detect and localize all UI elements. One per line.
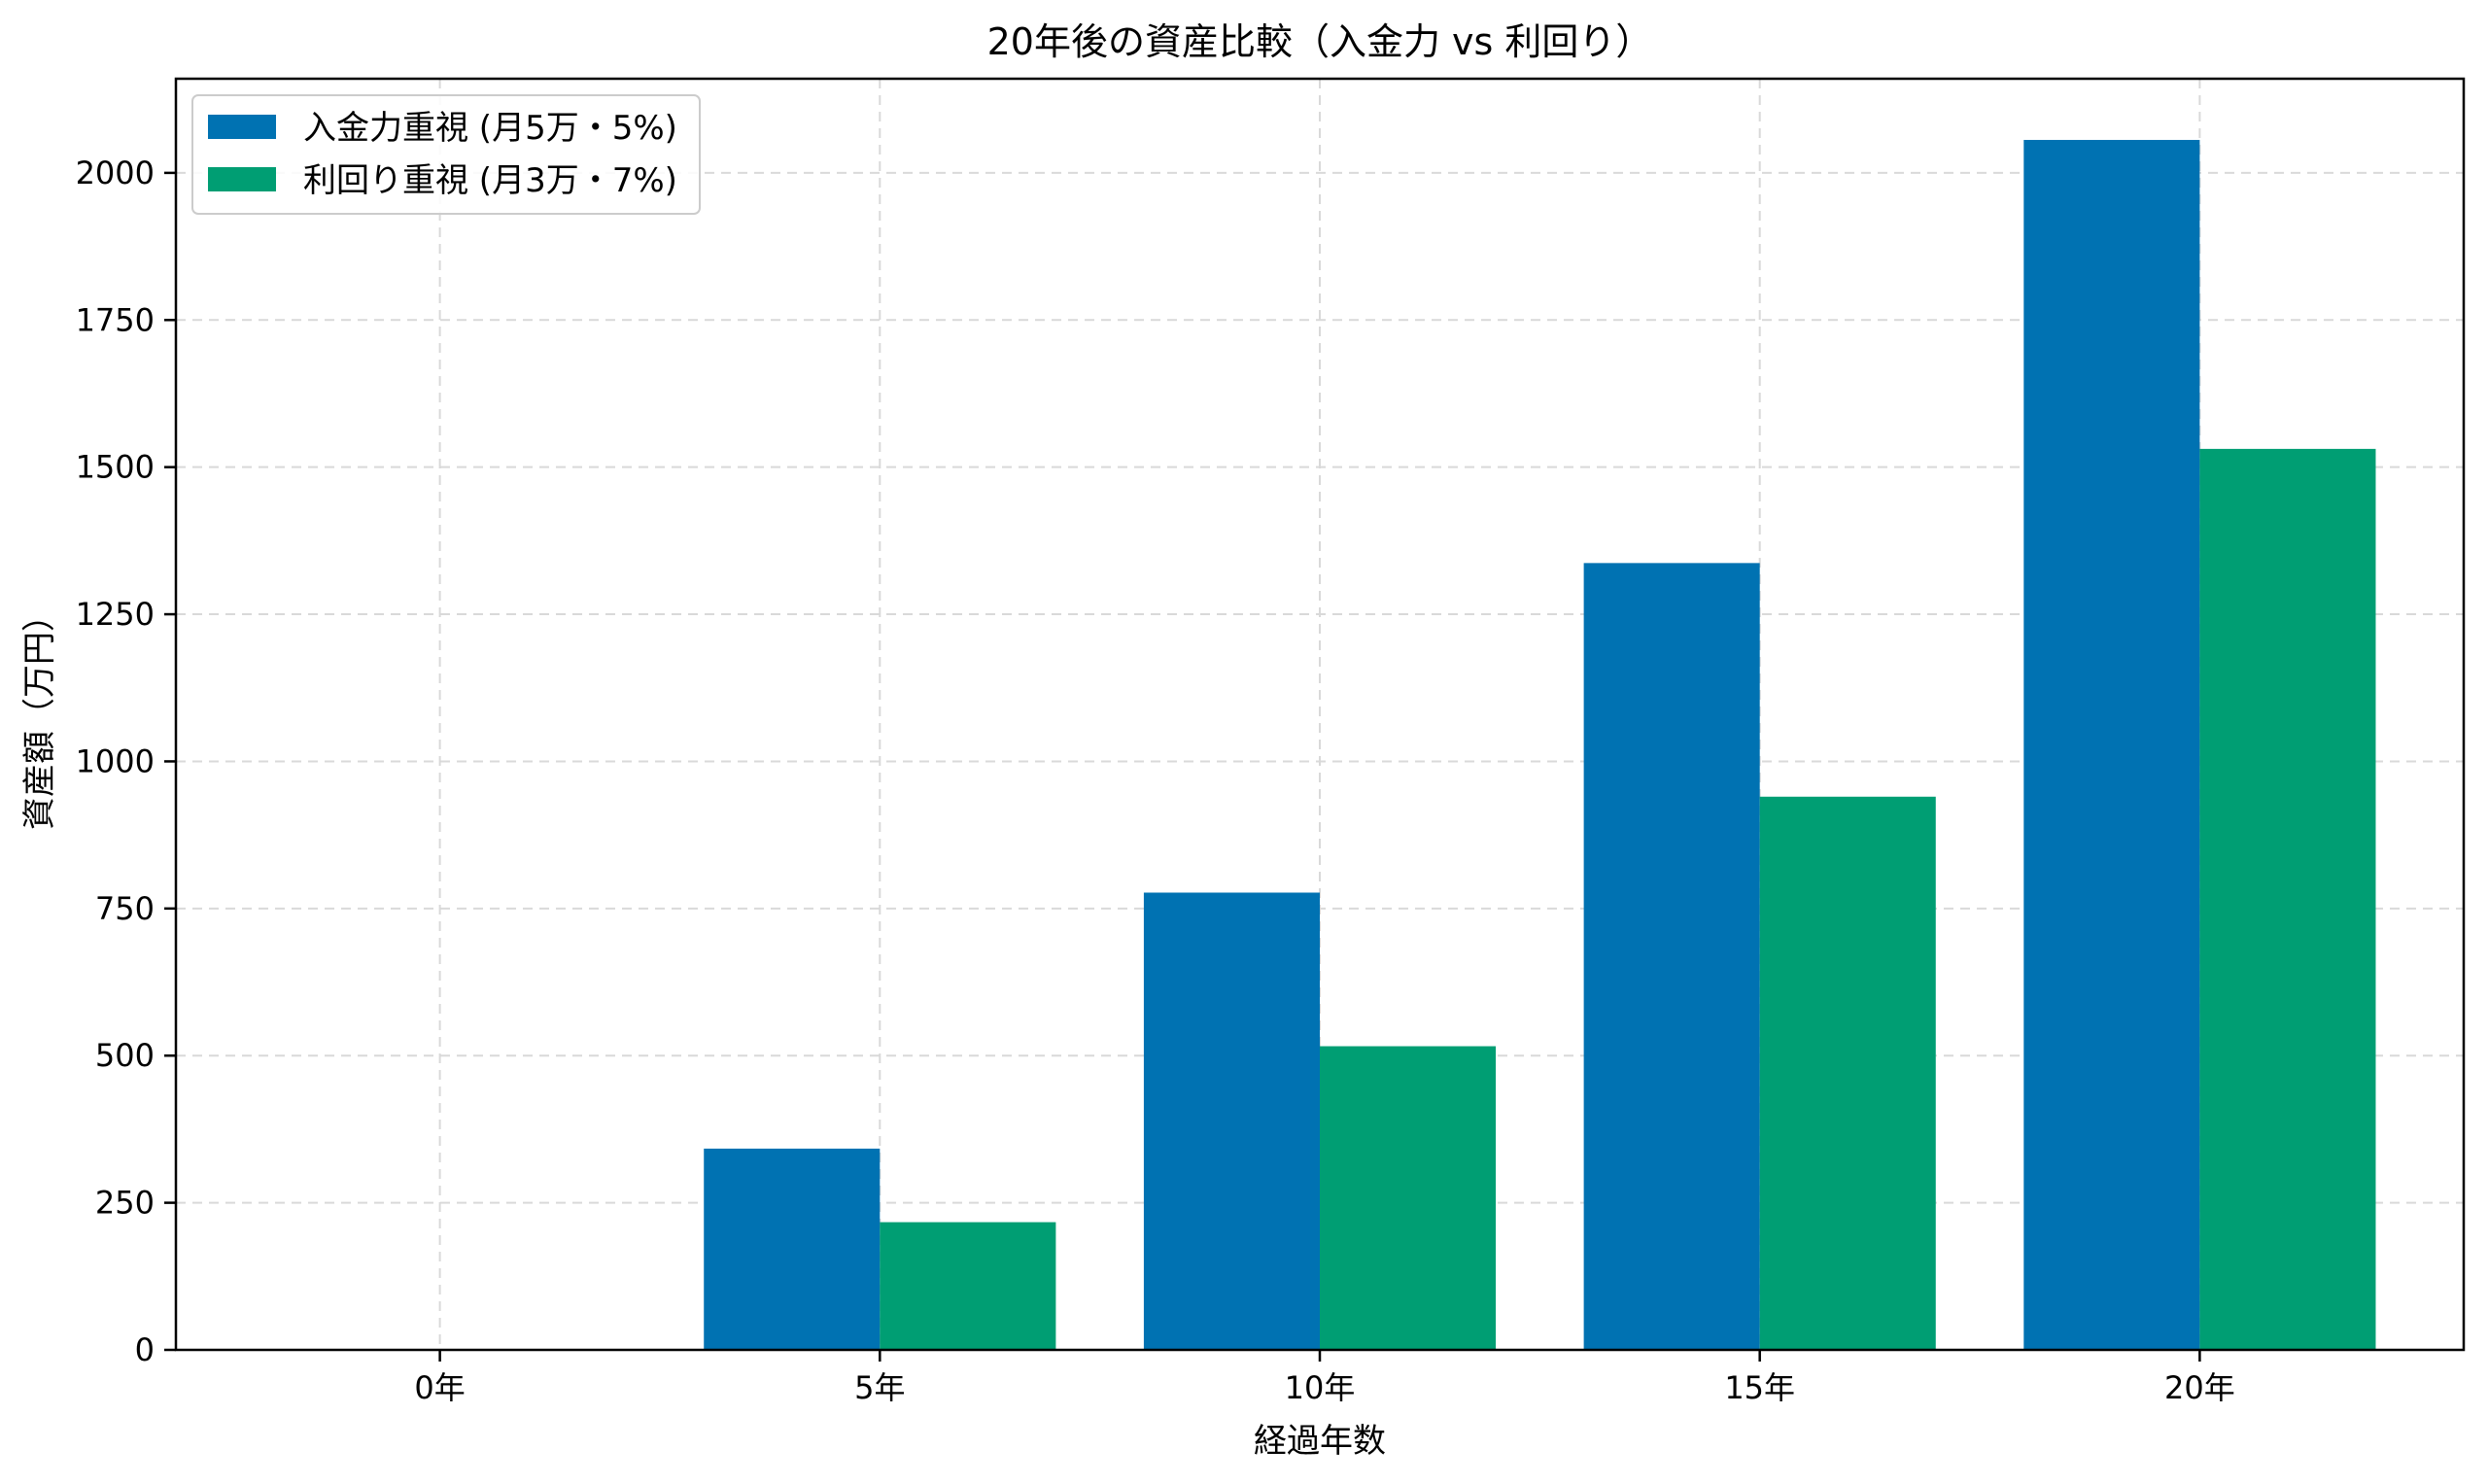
y-tick-label: 1000 <box>76 742 155 779</box>
x-tick-label: 15年 <box>1724 1369 1795 1406</box>
x-axis-ticks: 0年 5年 10年 15年 20年 <box>414 1350 2235 1406</box>
x-tick-label: 0年 <box>414 1369 465 1406</box>
legend-label-nyukin: 入金力重視 (月5万・5%) <box>303 109 677 148</box>
y-axis-label: 資産額（万円） <box>20 599 59 830</box>
bar-series0-1 <box>704 1148 881 1350</box>
x-tick-label: 5年 <box>854 1369 905 1406</box>
legend: 入金力重視 (月5万・5%) 利回り重視 (月3万・7%) <box>191 94 701 215</box>
legend-label-rimawari: 利回り重視 (月3万・7%) <box>303 161 677 200</box>
bar-series0-4 <box>2023 139 2200 1350</box>
x-tick-label: 10年 <box>1285 1369 1356 1406</box>
bar-series1-4 <box>2199 448 2376 1351</box>
y-tick-label: 0 <box>135 1331 155 1368</box>
y-tick-label: 2000 <box>76 155 155 191</box>
x-tick-label: 20年 <box>2164 1369 2235 1406</box>
y-tick-label: 250 <box>95 1185 155 1222</box>
y-tick-label: 1750 <box>76 301 155 338</box>
y-tick-label: 1250 <box>76 596 155 633</box>
y-tick-label: 500 <box>95 1037 155 1074</box>
bars <box>704 139 2376 1351</box>
legend-swatch-rimawari <box>208 167 276 191</box>
bar-series0-3 <box>1583 563 1760 1350</box>
bar-series0-2 <box>1143 892 1320 1350</box>
bar-series1-1 <box>880 1222 1056 1350</box>
chart-title: 20年後の資産比較（入金力 vs 利回り） <box>987 20 1653 63</box>
y-tick-label: 750 <box>95 890 155 927</box>
x-axis-label: 経過年数 <box>1254 1422 1386 1461</box>
bar-series1-3 <box>1759 796 1936 1350</box>
y-tick-label: 1500 <box>76 449 155 486</box>
bar-series1-2 <box>1320 1046 1497 1350</box>
legend-box <box>191 94 701 215</box>
y-axis-ticks: 0 250 500 750 1000 1250 1500 1750 2000 <box>76 155 176 1368</box>
legend-swatch-nyukin <box>208 115 276 139</box>
